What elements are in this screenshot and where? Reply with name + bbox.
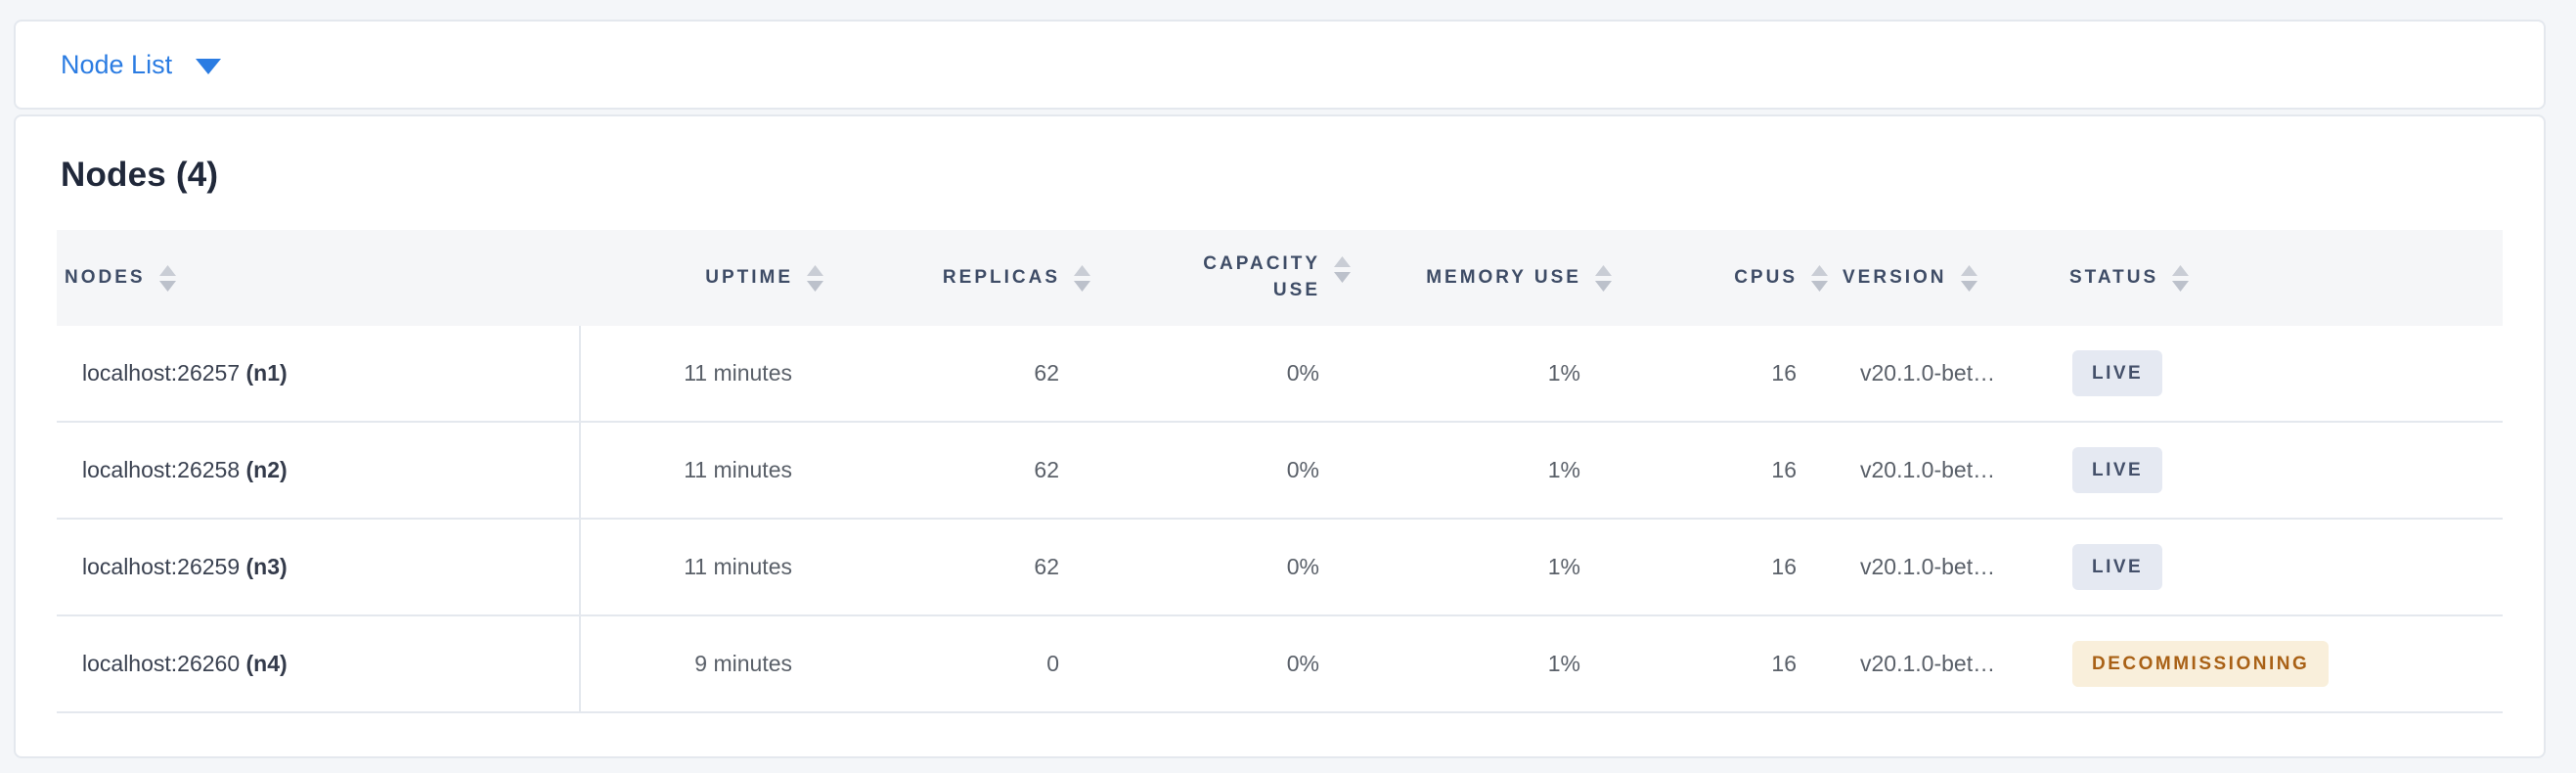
cpus-cell: 16 <box>1619 519 1835 616</box>
replicas-cell: 0 <box>830 615 1097 713</box>
status-badge: LIVE <box>2072 544 2163 590</box>
node-id: (n3) <box>245 554 288 579</box>
capacity-use-cell: 0% <box>1097 422 1357 520</box>
memory-use-cell: 1% <box>1357 519 1619 616</box>
replicas-cell: 62 <box>830 519 1097 616</box>
uptime-cell: 11 minutes <box>580 422 830 520</box>
cpus-cell: 16 <box>1619 615 1835 713</box>
view-toolbar: Node List <box>14 20 2546 110</box>
version-cell: v20.1.0-bet… <box>1835 422 2062 520</box>
sort-icon <box>1811 264 1828 292</box>
capacity-use-cell: 0% <box>1097 326 1357 423</box>
table-row[interactable]: localhost:26260 (n4) 9 minutes 0 0% 1% 1… <box>57 615 2503 713</box>
node-id: (n4) <box>245 651 288 676</box>
capacity-use-cell: 0% <box>1097 519 1357 616</box>
node-address-cell: localhost:26257 (n1) <box>57 326 581 423</box>
sort-icon <box>1595 264 1612 292</box>
status-cell: DECOMMISSIONING <box>2062 615 2503 713</box>
uptime-cell: 9 minutes <box>580 615 830 713</box>
sort-icon <box>1334 256 1351 284</box>
node-id: (n2) <box>245 457 288 482</box>
cpus-cell: 16 <box>1619 326 1835 423</box>
status-badge: LIVE <box>2072 447 2163 493</box>
caret-down-icon <box>196 59 222 74</box>
node-address-cell: localhost:26259 (n3) <box>57 519 581 616</box>
status-badge: DECOMMISSIONING <box>2072 641 2330 687</box>
column-header-nodes[interactable]: NODES <box>57 230 580 326</box>
version-cell: v20.1.0-bet… <box>1835 326 2062 423</box>
version-cell: v20.1.0-bet… <box>1835 615 2062 713</box>
table-row[interactable]: localhost:26258 (n2) 11 minutes 62 0% 1%… <box>57 422 2503 520</box>
nodes-panel: Nodes (4) NODES UPTIME <box>14 114 2546 758</box>
column-header-uptime[interactable]: UPTIME <box>580 230 830 326</box>
replicas-cell: 62 <box>830 326 1097 423</box>
memory-use-cell: 1% <box>1357 422 1619 520</box>
node-id: (n1) <box>245 360 288 386</box>
column-header-cpus[interactable]: CPUS <box>1619 230 1835 326</box>
uptime-cell: 11 minutes <box>580 326 830 423</box>
sort-icon <box>1960 264 1977 292</box>
table-header-row: NODES UPTIME REPLICAS <box>57 230 2503 326</box>
memory-use-cell: 1% <box>1357 326 1619 423</box>
status-badge: LIVE <box>2072 350 2163 396</box>
view-selector-dropdown[interactable]: Node List <box>61 49 222 80</box>
cpus-cell: 16 <box>1619 422 1835 520</box>
memory-use-cell: 1% <box>1357 615 1619 713</box>
node-list-table: NODES UPTIME REPLICAS <box>57 230 2503 713</box>
node-address-cell: localhost:26260 (n4) <box>57 615 581 713</box>
status-cell: LIVE <box>2062 326 2503 423</box>
status-cell: LIVE <box>2062 422 2503 520</box>
page-title: Nodes (4) <box>61 156 219 194</box>
replicas-cell: 62 <box>830 422 1097 520</box>
column-header-replicas[interactable]: REPLICAS <box>830 230 1097 326</box>
column-header-status[interactable]: STATUS <box>2062 230 2503 326</box>
sort-icon <box>158 264 176 292</box>
node-address-cell: localhost:26258 (n2) <box>57 422 581 520</box>
sort-icon <box>807 264 823 292</box>
version-cell: v20.1.0-bet… <box>1835 519 2062 616</box>
table-row[interactable]: localhost:26257 (n1) 11 minutes 62 0% 1%… <box>57 326 2503 423</box>
view-selector-label: Node List <box>61 49 173 79</box>
column-header-capacity-use[interactable]: CAPACITY USE <box>1097 230 1357 326</box>
table-row[interactable]: localhost:26259 (n3) 11 minutes 62 0% 1%… <box>57 519 2503 616</box>
capacity-use-cell: 0% <box>1097 615 1357 713</box>
sort-icon <box>1074 264 1090 292</box>
column-header-version[interactable]: VERSION <box>1835 230 2062 326</box>
sort-icon <box>2172 264 2190 292</box>
column-header-memory-use[interactable]: MEMORY USE <box>1357 230 1619 326</box>
status-cell: LIVE <box>2062 519 2503 616</box>
uptime-cell: 11 minutes <box>580 519 830 616</box>
